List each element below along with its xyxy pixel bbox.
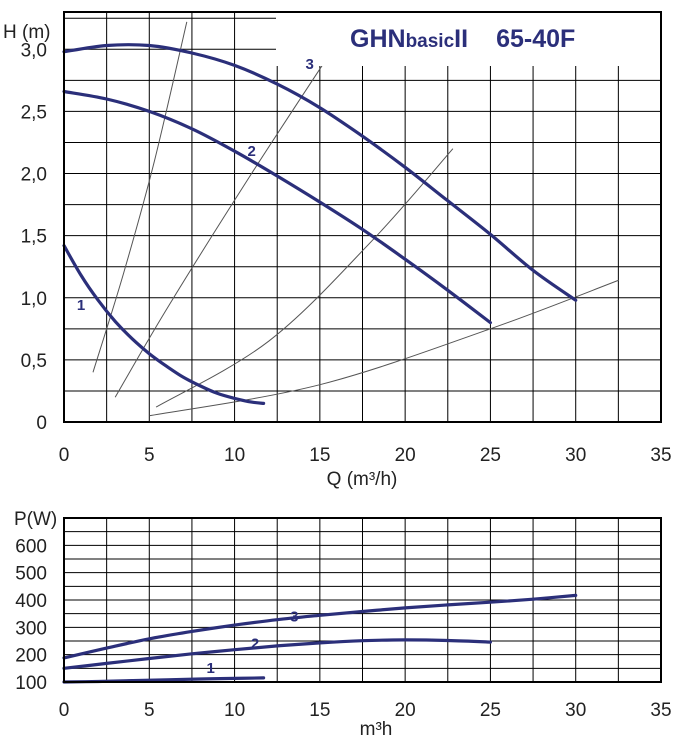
y-tick-label: 1,5 xyxy=(21,227,47,248)
curve-line-3 xyxy=(62,43,578,302)
power-chart: 1 2 3 100 200 300 400 500 600 0 5 10 15 20 25 30 35 P(… xyxy=(14,509,672,740)
power-x-axis-title: m³h xyxy=(360,719,393,740)
y-tick-label: 1,0 xyxy=(21,289,47,310)
y-tick-label: 2,5 xyxy=(21,102,47,123)
y-tick-label: 400 xyxy=(15,591,47,612)
x-tick-label: 20 xyxy=(395,700,416,721)
power-chart-grid xyxy=(64,518,661,682)
y-tick-label: 200 xyxy=(15,646,47,667)
x-tick-label: 30 xyxy=(565,700,586,721)
curve-label-2: 2 xyxy=(251,636,259,653)
system-curve-line xyxy=(149,279,619,417)
chart-title: GHNbasicII 65-40F xyxy=(350,25,575,53)
x-tick-label: 30 xyxy=(565,445,586,466)
head-chart: GHNbasicII 65-40F 1 2 3 0 0,5 1,0 1,5 2,0 2,5 3,0… xyxy=(3,11,672,490)
y-tick-label: 0,5 xyxy=(21,351,47,372)
x-tick-label: 35 xyxy=(650,445,671,466)
x-tick-label: 5 xyxy=(144,445,155,466)
head-y-axis-title: H (m) xyxy=(3,22,50,43)
curve-line-2 xyxy=(62,638,492,670)
y-tick-label: 3,0 xyxy=(21,40,47,61)
x-tick-label: 10 xyxy=(224,445,245,466)
y-tick-label: 500 xyxy=(15,564,47,585)
x-tick-label: 0 xyxy=(59,445,70,466)
x-tick-label: 25 xyxy=(480,445,501,466)
curve-label-2: 2 xyxy=(247,143,255,160)
curve-label-3: 3 xyxy=(290,609,298,626)
curve-label-3: 3 xyxy=(305,56,313,73)
title-background xyxy=(276,12,661,66)
system-curves xyxy=(92,21,619,417)
x-tick-label: 0 xyxy=(59,700,70,721)
x-tick-label: 10 xyxy=(224,700,245,721)
title-suffix: II xyxy=(454,25,468,53)
x-tick-label: 5 xyxy=(144,700,155,721)
x-tick-label: 15 xyxy=(309,445,330,466)
head-x-axis-title: Q (m³/h) xyxy=(327,469,398,490)
curve-line-3 xyxy=(62,593,578,660)
curve-label-1: 1 xyxy=(77,297,85,314)
system-curve-line xyxy=(92,21,188,373)
y-tick-label: 600 xyxy=(15,536,47,557)
x-tick-label: 35 xyxy=(650,700,671,721)
x-tick-label: 15 xyxy=(309,700,330,721)
title-basic: basic xyxy=(406,31,455,52)
y-tick-label: 0 xyxy=(36,413,47,434)
system-curve-line xyxy=(114,42,338,398)
y-tick-label: 100 xyxy=(15,673,47,694)
system-curve-line xyxy=(155,148,454,408)
title-model: 65-40F xyxy=(496,25,575,53)
power-chart-frame xyxy=(63,517,662,683)
head-y-tick-labels: 0 0,5 1,0 1,5 2,0 2,5 3,0 xyxy=(21,40,47,434)
head-chart-grid xyxy=(64,12,661,422)
head-x-tick-labels: 0 5 10 15 20 25 30 35 xyxy=(59,445,672,466)
x-tick-label: 25 xyxy=(480,700,501,721)
curve-line-2 xyxy=(62,89,492,325)
y-tick-label: 2,0 xyxy=(21,165,47,186)
curve-label-1: 1 xyxy=(207,660,215,677)
x-tick-label: 20 xyxy=(395,445,416,466)
head-chart-frame xyxy=(63,11,662,423)
power-y-tick-labels: 100 200 300 400 500 600 xyxy=(15,536,47,694)
curve-line-1 xyxy=(62,244,266,405)
power-x-tick-labels: 0 5 10 15 20 25 30 35 xyxy=(59,700,672,721)
title-prefix: GHN xyxy=(350,25,406,53)
power-y-axis-title: P(W) xyxy=(14,509,57,530)
head-curves: 1 2 3 xyxy=(62,43,578,405)
y-tick-label: 300 xyxy=(15,618,47,639)
